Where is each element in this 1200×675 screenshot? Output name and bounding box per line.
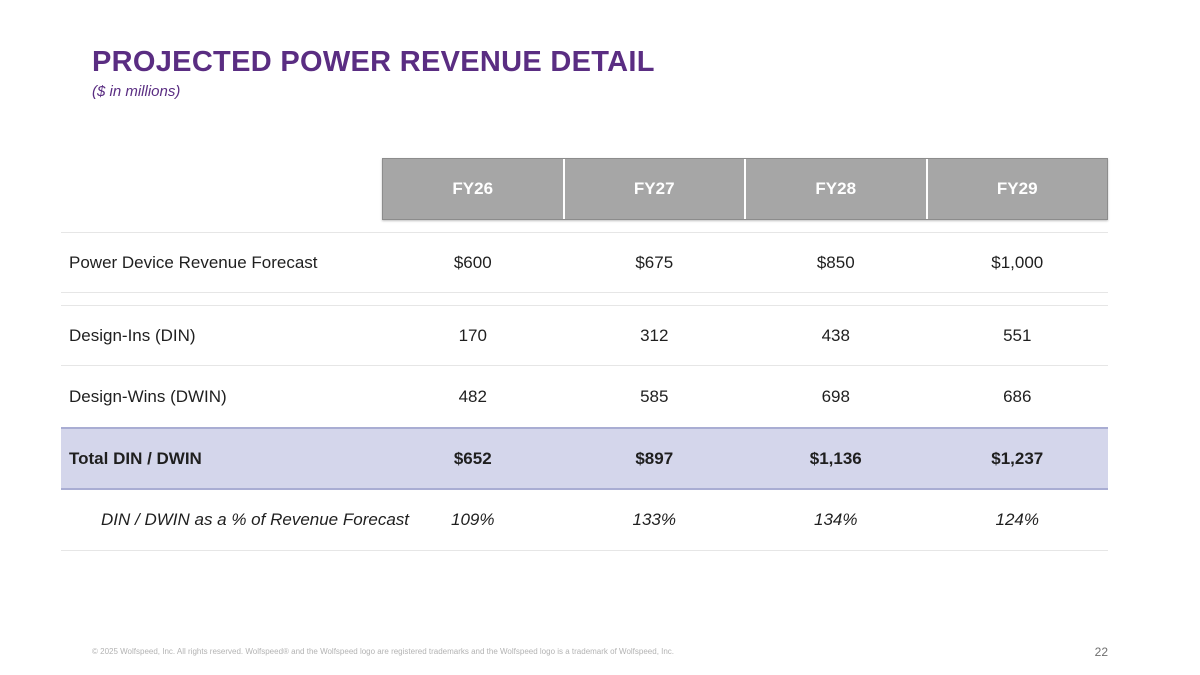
cell-fy27: 585 <box>640 386 669 406</box>
cell-fy29: $1,237 <box>991 448 1044 468</box>
cell-fy27: $897 <box>635 448 674 468</box>
table-row-design-ins: Design-Ins (DIN) 170 312 438 551 <box>61 305 1108 366</box>
cell-fy26: $652 <box>453 448 492 468</box>
cell-fy26: $600 <box>453 252 492 272</box>
cell-fy29: 686 <box>1003 386 1032 406</box>
row-label: Design-Wins (DWIN) <box>69 386 227 406</box>
header-fy26: FY26 <box>383 159 565 219</box>
page-number: 22 <box>1094 645 1108 659</box>
cell-fy27: 312 <box>640 325 669 345</box>
slide-subtitle: ($ in millions) <box>92 83 181 100</box>
cell-fy26: 109% <box>451 510 495 529</box>
cell-fy28: $1,136 <box>809 448 862 468</box>
cell-fy28: 438 <box>821 325 850 345</box>
cell-fy26: 170 <box>458 325 487 345</box>
row-label: DIN / DWIN as a % of Revenue Forecast <box>101 510 409 529</box>
cell-fy28: $850 <box>816 252 855 272</box>
row-label: Power Device Revenue Forecast <box>69 252 318 272</box>
cell-fy29: $1,000 <box>991 252 1044 272</box>
table-row-percent: DIN / DWIN as a % of Revenue Forecast 10… <box>61 490 1108 551</box>
header-fy28: FY28 <box>746 159 928 219</box>
slide-title: PROJECTED POWER REVENUE DETAIL <box>92 46 655 78</box>
header-fy27: FY27 <box>565 159 746 219</box>
table-row-total: Total DIN / DWIN $652 $897 $1,136 $1,237 <box>61 427 1108 490</box>
cell-fy28: 134% <box>814 510 858 529</box>
cell-fy26: 482 <box>458 386 487 406</box>
row-label: Design-Ins (DIN) <box>69 325 196 345</box>
cell-fy27: 133% <box>632 510 676 529</box>
row-label: Total DIN / DWIN <box>69 448 202 468</box>
cell-fy29: 551 <box>1003 325 1032 345</box>
table-row-design-wins: Design-Wins (DWIN) 482 585 698 686 <box>61 366 1108 427</box>
table-row-revenue-forecast: Power Device Revenue Forecast $600 $675 … <box>61 232 1108 293</box>
header-fy29: FY29 <box>996 179 1038 198</box>
copyright-footer: © 2025 Wolfspeed, Inc. All rights reserv… <box>92 647 675 656</box>
table-header-row: FY26 FY27 FY28 FY29 <box>382 158 1108 220</box>
cell-fy28: 698 <box>821 386 850 406</box>
cell-fy29: 124% <box>995 510 1039 529</box>
cell-fy27: $675 <box>635 252 674 272</box>
